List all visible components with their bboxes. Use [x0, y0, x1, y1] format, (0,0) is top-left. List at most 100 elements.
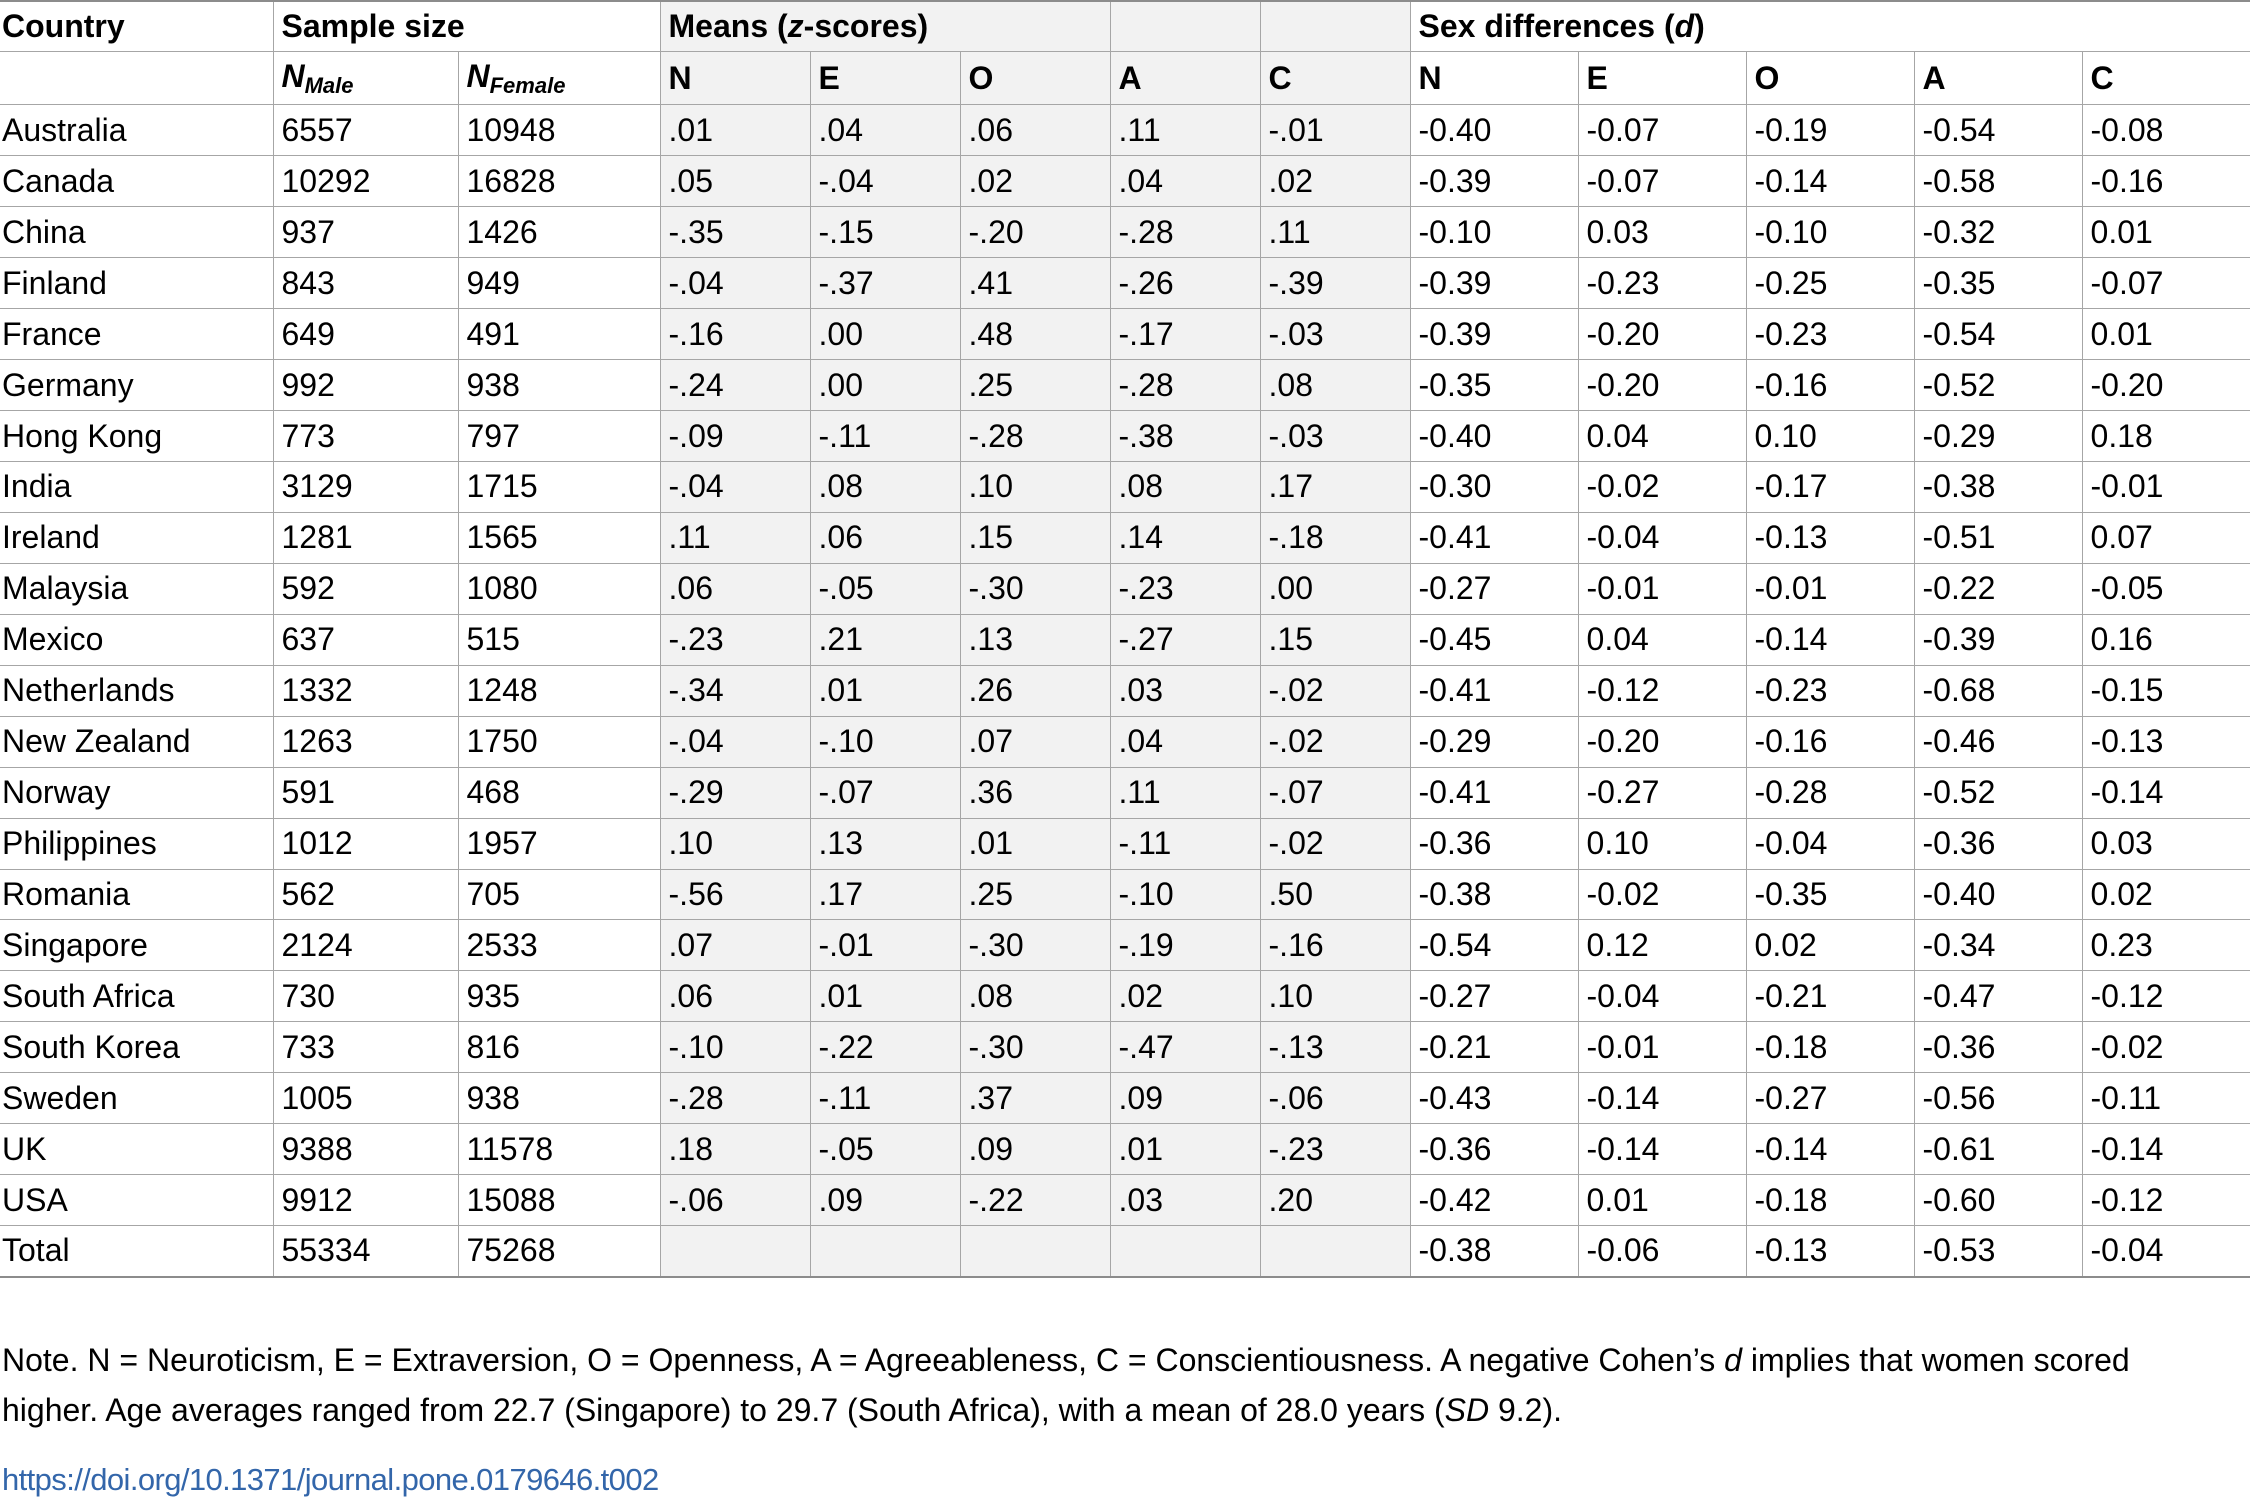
cell-mean-c: -.23 — [1259, 1123, 1411, 1176]
cell-d-c: 0.01 — [2081, 206, 2250, 259]
cell-d-e: -0.14 — [1577, 1123, 1747, 1176]
header-d-c: C — [2081, 51, 2250, 106]
cell-d-a: -0.54 — [1913, 104, 2083, 157]
cell-d-e: -0.27 — [1577, 766, 1747, 819]
cell-mean-o: .10 — [959, 461, 1111, 513]
cell-d-o: -0.21 — [1745, 970, 1915, 1023]
cell-mean-n — [659, 1225, 811, 1278]
cell-n-male: 773 — [272, 410, 459, 462]
cell-mean-e: .00 — [809, 359, 961, 412]
cell-d-c: -0.07 — [2081, 257, 2250, 310]
header-means-blank-c — [1259, 0, 1411, 53]
cell-mean-c: -.01 — [1259, 104, 1411, 157]
table-row: South Africa 730 935.06.01.08.02.10 -0.27 -0… — [0, 970, 2250, 1023]
cell-mean-a: -.10 — [1109, 868, 1261, 921]
cell-n-male: 592 — [272, 562, 459, 615]
cell-d-a: -0.35 — [1913, 257, 2083, 310]
cell-mean-a: .03 — [1109, 664, 1261, 717]
cell-d-o: -0.17 — [1745, 461, 1915, 513]
cell-mean-a: -.23 — [1109, 562, 1261, 615]
cell-mean-e: -.07 — [809, 766, 961, 819]
cell-country: Norway — [0, 766, 274, 819]
table-row: Sweden 1005 938 -.28 -.11.37.09 -.06 -0.43 -0.1… — [0, 1072, 2250, 1125]
table-row: Malaysia 592 1080.06 -.05 -.30 -.23.00 -0.27 -0… — [0, 562, 2250, 615]
cell-d-c: -0.13 — [2081, 715, 2250, 768]
cell-d-n: -0.35 — [1409, 359, 1579, 412]
cell-d-a: -0.47 — [1913, 970, 2083, 1023]
cell-mean-o: -.22 — [959, 1174, 1111, 1227]
sexdiff-italic: d — [1674, 8, 1695, 45]
cell-n-male: 1012 — [272, 817, 459, 870]
cell-mean-c: .10 — [1259, 970, 1411, 1023]
cell-n-female: 935 — [457, 970, 661, 1023]
cell-mean-c: -.39 — [1259, 257, 1411, 310]
cell-mean-e: -.10 — [809, 715, 961, 768]
cell-mean-o: .13 — [959, 613, 1111, 666]
cell-d-o: -0.16 — [1745, 715, 1915, 768]
doi-link[interactable]: https://doi.org/10.1371/journal.pone.017… — [2, 1462, 659, 1497]
cell-mean-o: .36 — [959, 766, 1111, 819]
cell-d-n: -0.43 — [1409, 1072, 1579, 1125]
cell-d-e: -0.06 — [1577, 1225, 1747, 1278]
cell-d-e: -0.02 — [1577, 461, 1747, 513]
cell-mean-c: -.13 — [1259, 1021, 1411, 1074]
cell-d-n: -0.30 — [1409, 461, 1579, 513]
cell-d-a: -0.58 — [1913, 155, 2083, 208]
cell-mean-a: .11 — [1109, 766, 1261, 819]
cell-n-female: 515 — [457, 613, 661, 666]
cell-d-n: -0.41 — [1409, 664, 1579, 717]
header-sex-differences: Sex differences (d) — [1409, 0, 2250, 53]
cell-d-o: -0.16 — [1745, 359, 1915, 412]
cell-d-o: -0.14 — [1745, 155, 1915, 208]
means-prefix: Means ( — [668, 8, 788, 45]
n-female-symbol: N — [466, 57, 490, 94]
cell-d-n: -0.21 — [1409, 1021, 1579, 1074]
cell-d-e: -0.01 — [1577, 562, 1747, 615]
cell-d-a: -0.29 — [1913, 410, 2083, 462]
cell-n-female: 1426 — [457, 206, 661, 259]
cell-mean-a: .01 — [1109, 1123, 1261, 1176]
cell-n-male: 1005 — [272, 1072, 459, 1125]
header-d-a: A — [1913, 51, 2083, 106]
cell-mean-e: .01 — [809, 664, 961, 717]
cell-n-female: 1080 — [457, 562, 661, 615]
cell-d-e: -0.07 — [1577, 104, 1747, 157]
cell-mean-a: .08 — [1109, 461, 1261, 513]
cell-d-n: -0.41 — [1409, 511, 1579, 564]
cell-d-o: -0.14 — [1745, 1123, 1915, 1176]
cell-mean-c: -.03 — [1259, 410, 1411, 462]
cell-d-a: -0.46 — [1913, 715, 2083, 768]
cell-n-female: 15088 — [457, 1174, 661, 1227]
sexdiff-suffix: ) — [1694, 8, 1705, 45]
cell-mean-e: .04 — [809, 104, 961, 157]
cell-d-c: 0.18 — [2081, 410, 2250, 462]
cell-mean-c: -.07 — [1259, 766, 1411, 819]
cell-country: Canada — [0, 155, 274, 208]
cell-d-a: -0.52 — [1913, 766, 2083, 819]
cell-n-male: 591 — [272, 766, 459, 819]
cell-n-male: 10292 — [272, 155, 459, 208]
cell-n-female: 816 — [457, 1021, 661, 1074]
cell-mean-n: -.28 — [659, 1072, 811, 1125]
cell-d-e: -0.04 — [1577, 511, 1747, 564]
cell-n-female: 949 — [457, 257, 661, 310]
cell-mean-a: -.17 — [1109, 308, 1261, 361]
cell-mean-c: -.16 — [1259, 919, 1411, 972]
cell-mean-c: .15 — [1259, 613, 1411, 666]
cell-mean-c — [1259, 1225, 1411, 1278]
header-mean-a: A — [1109, 51, 1261, 106]
cell-country: South Korea — [0, 1021, 274, 1074]
header-row-groups: Country Sample size Means (z-scores) Sex… — [0, 0, 2250, 53]
header-means-blank-a — [1109, 0, 1261, 53]
cell-d-c: -0.12 — [2081, 1174, 2250, 1227]
cell-d-e: 0.12 — [1577, 919, 1747, 972]
cell-n-male: 1263 — [272, 715, 459, 768]
cell-d-a: -0.54 — [1913, 308, 2083, 361]
cell-mean-n: -.04 — [659, 257, 811, 310]
cell-n-female: 10948 — [457, 104, 661, 157]
cell-country: Singapore — [0, 919, 274, 972]
header-d-e: E — [1577, 51, 1747, 106]
cell-d-o: -0.23 — [1745, 664, 1915, 717]
cell-d-c: -0.20 — [2081, 359, 2250, 412]
cell-mean-n: .07 — [659, 919, 811, 972]
